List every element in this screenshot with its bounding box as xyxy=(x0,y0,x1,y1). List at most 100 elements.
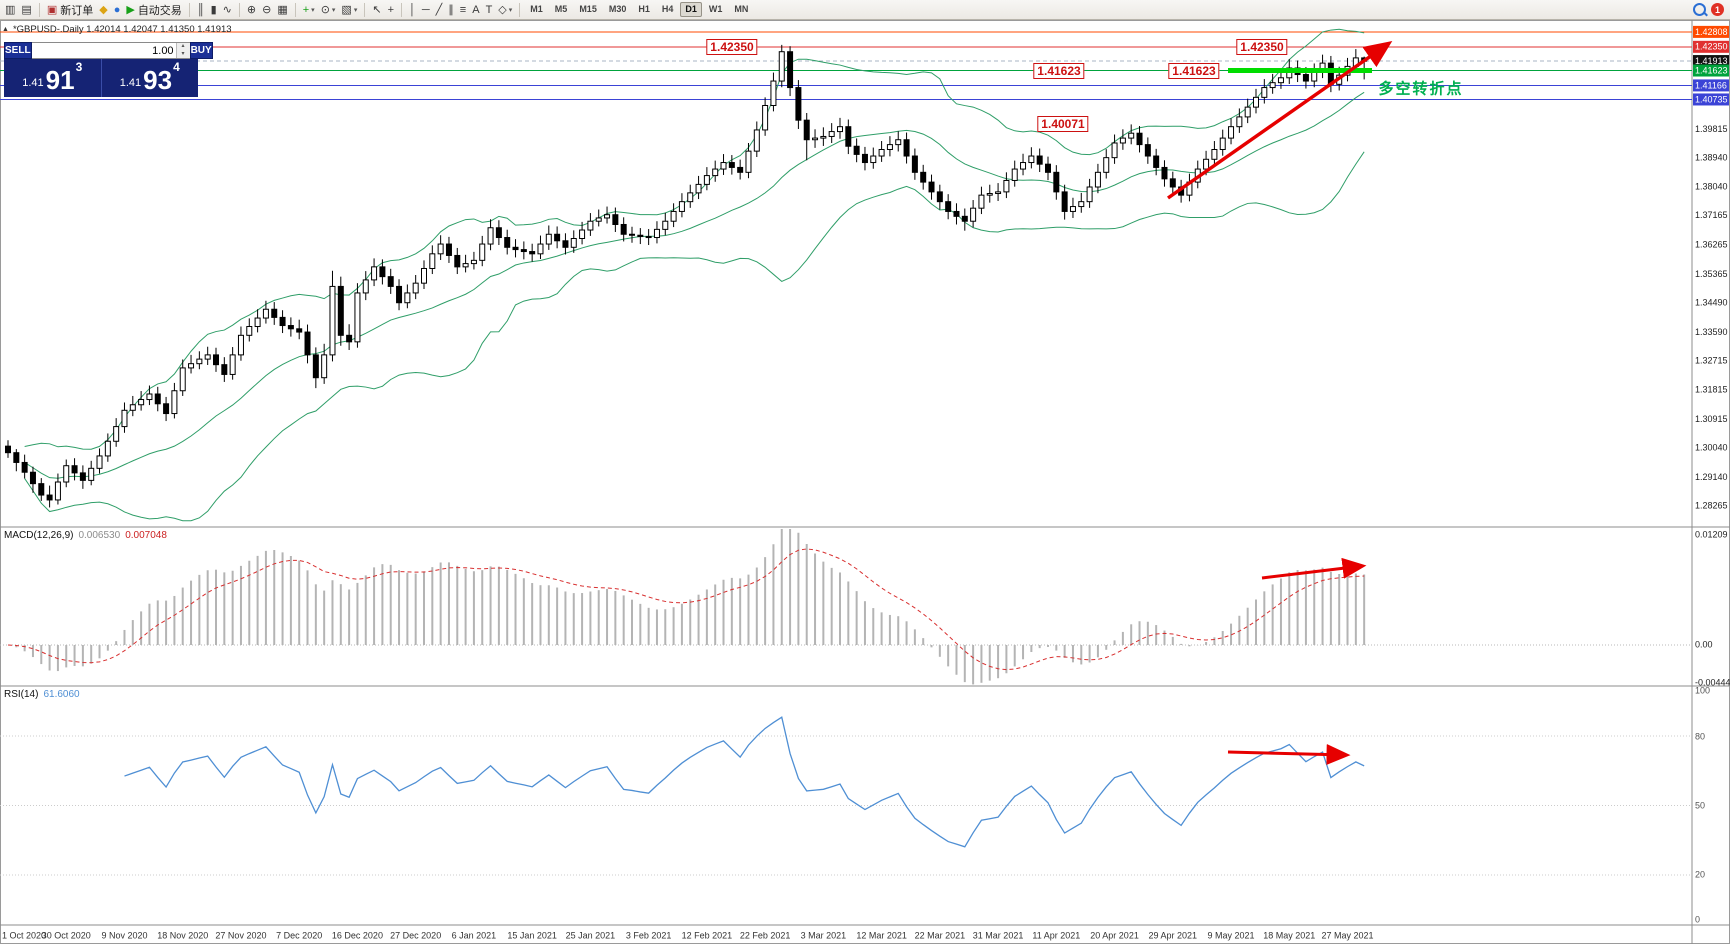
trend-arrow[interactable] xyxy=(1227,744,1351,766)
text-icon[interactable]: A xyxy=(469,1,482,19)
price-line-label-bg xyxy=(1693,55,1729,68)
crosshair-icon[interactable]: + xyxy=(385,1,397,19)
metaeditor-icon[interactable]: ◆ xyxy=(96,1,110,19)
price-tag[interactable]: 1.41623 xyxy=(1168,63,1220,79)
price-scale-label: 1.38940 xyxy=(1695,152,1728,162)
auto-trading-icon: ▶ xyxy=(126,3,135,16)
cursor-icon[interactable]: ↖ xyxy=(369,1,384,19)
price-line-label-bg xyxy=(1693,40,1729,53)
zoom-out-icon: ⊖ xyxy=(262,3,272,16)
rsi-scale-label: 80 xyxy=(1695,731,1705,741)
volume-input[interactable] xyxy=(31,43,176,58)
timeframe-m15-button[interactable]: M15 xyxy=(579,4,597,14)
new-order-button[interactable]: ▣ 新订单 xyxy=(44,1,96,19)
date-tick-label: 27 Nov 2020 xyxy=(215,930,266,940)
price-line-label-bg xyxy=(1693,79,1729,92)
price-line-label-bg xyxy=(1693,64,1729,77)
price-line-label-bg xyxy=(1693,25,1729,38)
macd-signal-line xyxy=(7,548,1365,671)
templates-icon: ▧ xyxy=(341,3,352,16)
timeframe-m5-button[interactable]: M5 xyxy=(554,4,568,14)
tile-windows-icon[interactable]: ▦ xyxy=(274,1,290,19)
date-tick-label: 31 Mar 2021 xyxy=(973,930,1024,940)
volume-stepper: ▴ ▾ xyxy=(175,43,190,58)
macd-scale-label: 0.00 xyxy=(1695,639,1713,649)
timeframe-m30-button[interactable]: M30 xyxy=(608,4,627,14)
trendline-icon: ╱ xyxy=(435,3,443,16)
price-tag[interactable]: 1.41623 xyxy=(1033,63,1085,79)
periods-icon[interactable]: ⊙ ▾ xyxy=(318,1,339,19)
text-label-icon: T xyxy=(485,3,493,16)
bollinger-middle-band xyxy=(24,91,1365,479)
bull-bear-turning-point-note[interactable]: 多空转折点 xyxy=(1378,80,1464,98)
toolbar-right-group: 1 xyxy=(1693,3,1728,16)
timeframe-h4-button[interactable]: H4 xyxy=(661,4,674,14)
date-tick-label: 30 Oct 2020 xyxy=(42,930,91,940)
buy-button[interactable]: BUY xyxy=(189,42,213,59)
bollinger-upper-band xyxy=(24,28,1365,450)
timeframe-d1-button[interactable]: D1 xyxy=(680,2,702,17)
date-tick-label: 18 Nov 2020 xyxy=(157,930,208,940)
rsi-scale-label: 20 xyxy=(1695,869,1705,879)
price-tag[interactable]: 1.40071 xyxy=(1037,116,1089,132)
rsi-scale-label: 0 xyxy=(1695,914,1700,924)
bid-price[interactable]: 1.41 91 3 xyxy=(4,59,101,97)
charts-window-icon[interactable]: ▥ xyxy=(2,1,18,19)
chart-profiles-icon: ▤ xyxy=(21,3,32,16)
macd-signal-value: 0.007048 xyxy=(125,530,167,541)
metaeditor-icon: ◆ xyxy=(99,3,108,16)
line-chart-icon[interactable]: ∿ xyxy=(220,1,235,19)
ask-pipette: 4 xyxy=(173,60,180,74)
price-line-label: 1.42808 xyxy=(1695,27,1728,37)
new-order-button-label: 新订单 xyxy=(60,4,94,17)
auto-trading-button[interactable]: ▶ 自动交易 xyxy=(123,1,184,19)
trendline-icon[interactable]: ╱ xyxy=(433,1,446,19)
toolbar-separator xyxy=(519,2,521,17)
date-tick-label: 7 Dec 2020 xyxy=(276,930,322,940)
charts-window-icon: ▥ xyxy=(5,3,16,16)
price-tag[interactable]: 1.42350 xyxy=(1236,39,1288,55)
vertical-line-icon: │ xyxy=(409,3,416,16)
shapes-icon[interactable]: ◇ ▾ xyxy=(495,1,515,19)
volume-decrease-button[interactable]: ▾ xyxy=(176,50,190,58)
candlestick-chart-icon[interactable]: ▮ xyxy=(208,1,220,19)
timeframe-h1-button[interactable]: H1 xyxy=(638,4,650,14)
volume-increase-button[interactable]: ▴ xyxy=(176,43,190,51)
equidistant-channel-icon[interactable]: ∥ xyxy=(445,1,457,19)
templates-icon[interactable]: ▧ ▾ xyxy=(338,1,360,19)
fibonacci-icon[interactable]: ≡ xyxy=(457,1,469,19)
vertical-line-icon[interactable]: │ xyxy=(406,1,419,19)
price-tag[interactable]: 1.42350 xyxy=(706,39,758,55)
timeframe-w1-button[interactable]: W1 xyxy=(708,4,723,14)
date-tick-label: 27 May 2021 xyxy=(1321,930,1373,940)
options-icon[interactable]: ● xyxy=(111,1,124,19)
horizontal-line-icon[interactable]: ─ xyxy=(419,1,433,19)
price-line-label: 1.41623 xyxy=(1695,65,1728,75)
periods-icon: ⊙ xyxy=(320,3,330,16)
search-icon[interactable] xyxy=(1693,3,1706,16)
sell-button[interactable]: SELL xyxy=(4,42,32,59)
collapse-triangle-icon[interactable]: ▲ xyxy=(2,26,9,33)
price-scale-label: 1.30915 xyxy=(1695,414,1728,424)
trend-arrow[interactable] xyxy=(1261,557,1367,580)
bar-chart-icon[interactable]: ║ xyxy=(194,1,208,19)
timeframe-mn-button[interactable]: MN xyxy=(734,4,749,14)
rsi-indicator-label: RSI(14) 61.6060 xyxy=(4,689,80,700)
price-scale-label: 1.28265 xyxy=(1695,500,1728,510)
date-tick-label: 27 Dec 2020 xyxy=(390,930,441,940)
toolbar-separator xyxy=(238,2,240,17)
date-tick-label: 29 Apr 2021 xyxy=(1149,930,1198,940)
chart-profiles-icon[interactable]: ▤ xyxy=(18,1,34,19)
zoom-out-icon[interactable]: ⊖ xyxy=(259,1,274,19)
indicators-icon[interactable]: + ▾ xyxy=(300,1,318,19)
equidistant-channel-icon: ∥ xyxy=(448,3,454,16)
text-label-icon[interactable]: T xyxy=(483,1,496,19)
ask-price[interactable]: 1.41 93 4 xyxy=(102,59,199,97)
price-scale-label: 1.38040 xyxy=(1695,182,1728,192)
zoom-in-icon[interactable]: ⊕ xyxy=(244,1,259,19)
notification-badge[interactable]: 1 xyxy=(1711,3,1724,16)
price-line-label: 1.41913 xyxy=(1695,56,1728,66)
timeframe-m1-button[interactable]: M1 xyxy=(530,4,543,14)
